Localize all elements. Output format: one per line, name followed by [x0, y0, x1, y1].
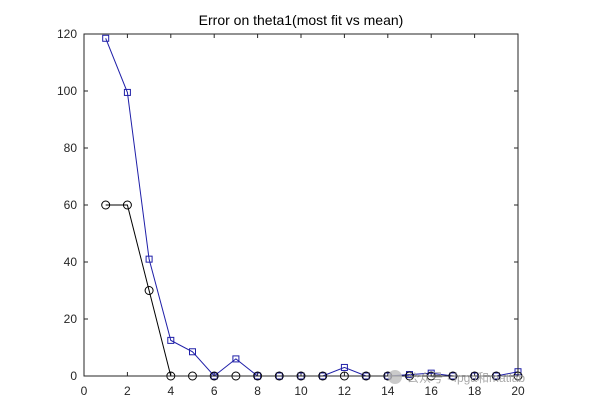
y-tick-label: 120 — [57, 27, 77, 41]
y-tick-label: 20 — [64, 312, 78, 326]
plot-frame — [83, 33, 519, 377]
y-tick-label: 100 — [57, 84, 77, 98]
x-tick-label: 0 — [81, 384, 88, 398]
x-tick-label: 14 — [381, 384, 395, 398]
y-tick-label: 0 — [70, 369, 77, 383]
series-1-point — [144, 286, 154, 295]
y-tick-label: 80 — [64, 141, 78, 155]
watermark-logo-icon — [388, 370, 402, 384]
series-1-point — [101, 200, 111, 210]
series-0-point — [189, 348, 196, 356]
x-tick-label: 2 — [124, 384, 131, 398]
plot-area — [84, 34, 518, 376]
ticks-layer: 0 2 4 6 8 10 12 14 16 18 20 0 20 40 60 80 100 120 — [57, 27, 525, 398]
chart-title: Error on theta1(most fit vs mean) — [199, 12, 404, 28]
series-0-point — [123, 88, 131, 96]
x-tick-label: 12 — [338, 384, 352, 398]
x-tick-label: 18 — [468, 384, 482, 398]
series-0-point — [340, 363, 348, 371]
x-tick-label: 16 — [425, 384, 439, 398]
series-0-point — [232, 355, 240, 363]
y-tick-label: 40 — [64, 255, 78, 269]
x-tick-label: 20 — [511, 384, 525, 398]
x-tick-label: 10 — [294, 384, 308, 398]
x-tick-label: 8 — [254, 384, 261, 398]
x-tick-label: 4 — [167, 384, 174, 398]
series-0-point — [167, 336, 175, 344]
watermark-text: 公众号 · fpga和matlab — [407, 371, 525, 385]
x-tick-label: 6 — [211, 384, 218, 398]
y-tick-label: 60 — [64, 198, 78, 212]
series-0-point — [102, 34, 110, 42]
series-0-point — [145, 255, 153, 263]
watermark: 公众号 · fpga和matlab — [388, 370, 525, 385]
series-1-point — [122, 200, 132, 210]
